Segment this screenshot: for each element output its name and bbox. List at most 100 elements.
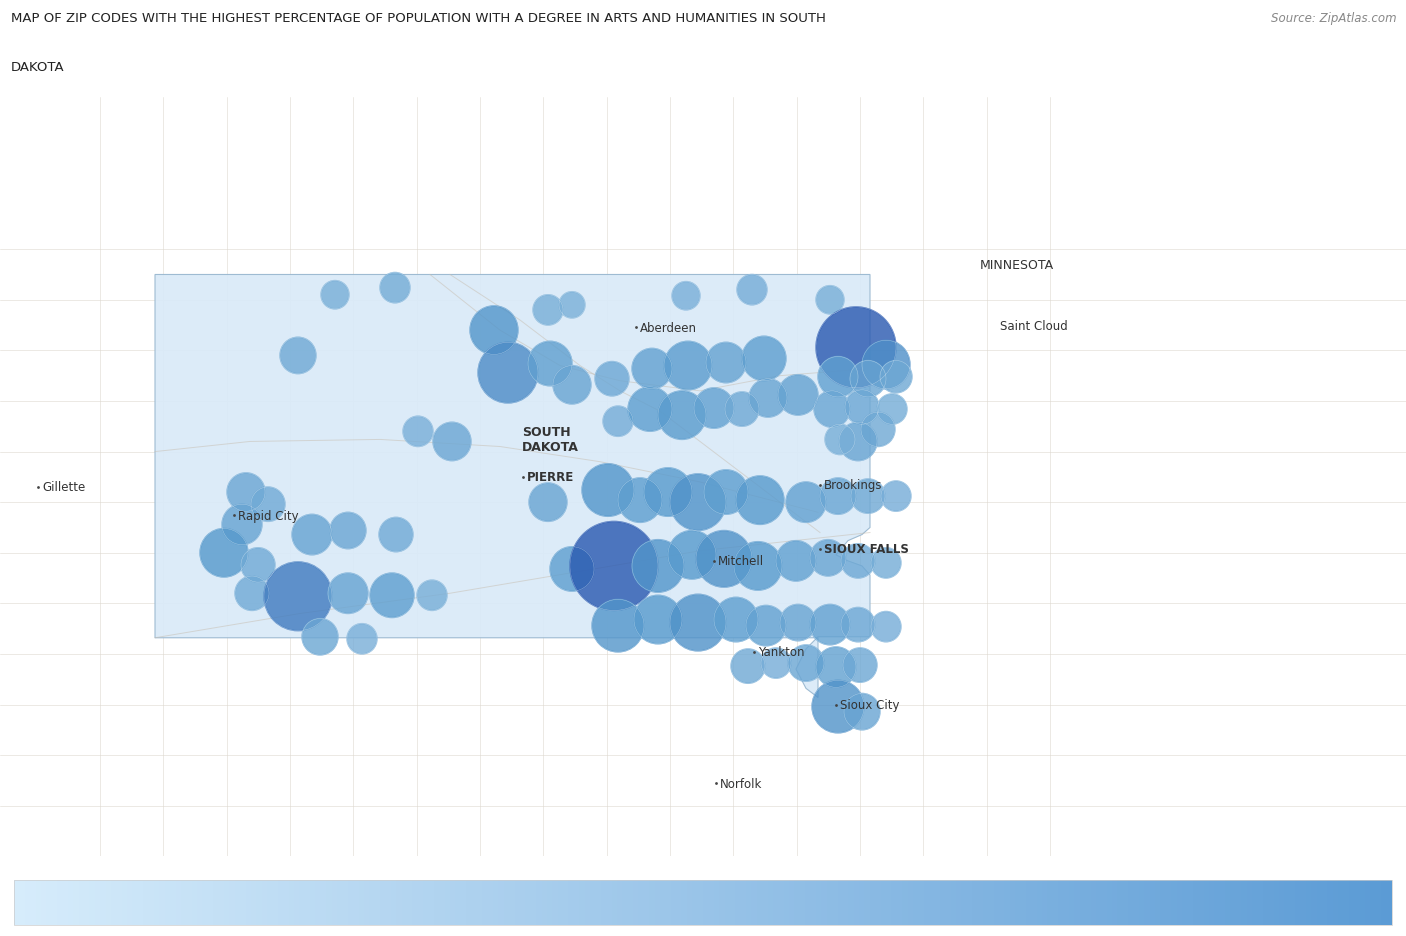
Text: DAKOTA: DAKOTA [11,61,65,74]
Circle shape [731,650,765,683]
Text: MAP OF ZIP CODES WITH THE HIGHEST PERCENTAGE OF POPULATION WITH A DEGREE IN ARTS: MAP OF ZIP CODES WITH THE HIGHEST PERCEN… [11,12,827,24]
Circle shape [841,607,875,642]
Text: PIERRE: PIERRE [527,471,574,484]
Circle shape [815,286,844,314]
Circle shape [404,417,433,447]
Circle shape [844,649,877,682]
Circle shape [810,540,846,577]
Circle shape [433,423,471,461]
Circle shape [704,470,748,515]
Circle shape [815,647,856,688]
Text: Rapid City: Rapid City [238,509,298,522]
Circle shape [347,624,377,654]
Circle shape [761,649,792,679]
Circle shape [328,574,368,614]
Circle shape [302,619,337,655]
Circle shape [749,379,787,417]
Circle shape [880,361,912,393]
Circle shape [592,600,644,652]
Circle shape [553,366,591,404]
Circle shape [778,375,818,416]
Circle shape [668,531,716,579]
Text: SIOUX FALLS: SIOUX FALLS [824,543,908,556]
Circle shape [603,406,633,437]
Circle shape [264,563,332,631]
Circle shape [735,476,785,525]
Circle shape [851,361,886,398]
Text: Norfolk: Norfolk [720,777,762,790]
Circle shape [226,474,264,512]
Circle shape [529,342,572,387]
Circle shape [619,478,662,523]
Circle shape [582,464,634,517]
Circle shape [839,423,877,461]
Polygon shape [155,275,870,697]
Circle shape [672,283,700,311]
Circle shape [841,544,875,578]
Circle shape [747,606,786,646]
Circle shape [851,479,884,514]
Text: Brookings: Brookings [824,479,883,492]
Text: SOUTH
DAKOTA: SOUTH DAKOTA [522,426,579,454]
Text: Saint Cloud: Saint Cloud [1000,319,1067,332]
Text: Mitchell: Mitchell [718,555,763,568]
Circle shape [776,541,815,581]
Circle shape [818,357,858,398]
Circle shape [634,595,682,644]
Circle shape [370,574,413,618]
Circle shape [862,341,910,389]
Text: MINNESOTA: MINNESOTA [980,258,1054,271]
Circle shape [240,548,276,582]
Circle shape [252,488,285,522]
Circle shape [696,531,752,588]
Circle shape [844,694,880,730]
Circle shape [633,349,672,389]
Circle shape [787,645,824,681]
Circle shape [470,306,517,355]
Circle shape [200,529,247,578]
Circle shape [786,482,825,523]
Circle shape [533,296,562,326]
Text: Source: ZipAtlas.com: Source: ZipAtlas.com [1271,12,1396,24]
Circle shape [877,394,907,425]
Circle shape [780,605,815,641]
Text: Gillette: Gillette [42,481,86,494]
Circle shape [380,273,411,303]
Circle shape [658,391,706,440]
Circle shape [820,478,856,515]
Circle shape [737,275,768,305]
Circle shape [595,362,628,397]
Circle shape [860,413,896,447]
Circle shape [714,598,758,642]
Circle shape [628,388,672,431]
Circle shape [734,542,782,591]
Circle shape [825,425,855,455]
Circle shape [870,548,901,578]
Circle shape [813,680,865,733]
Circle shape [706,343,747,384]
Circle shape [671,594,725,651]
Circle shape [845,390,879,425]
Circle shape [742,337,786,381]
Circle shape [380,518,413,552]
Circle shape [478,343,538,403]
Circle shape [235,577,269,611]
Circle shape [292,515,332,555]
Circle shape [560,292,585,318]
Text: Aberdeen: Aberdeen [640,321,697,334]
Circle shape [882,481,911,512]
Circle shape [671,475,725,531]
Circle shape [870,612,901,642]
Text: Yankton: Yankton [758,646,804,659]
Circle shape [695,388,734,429]
Circle shape [644,468,692,517]
Circle shape [550,548,593,592]
Circle shape [330,513,366,549]
Circle shape [418,580,447,611]
Circle shape [222,505,262,545]
Circle shape [815,308,896,388]
Text: Sioux City: Sioux City [839,698,900,711]
Circle shape [725,392,759,427]
Circle shape [814,391,851,428]
Circle shape [569,522,658,611]
